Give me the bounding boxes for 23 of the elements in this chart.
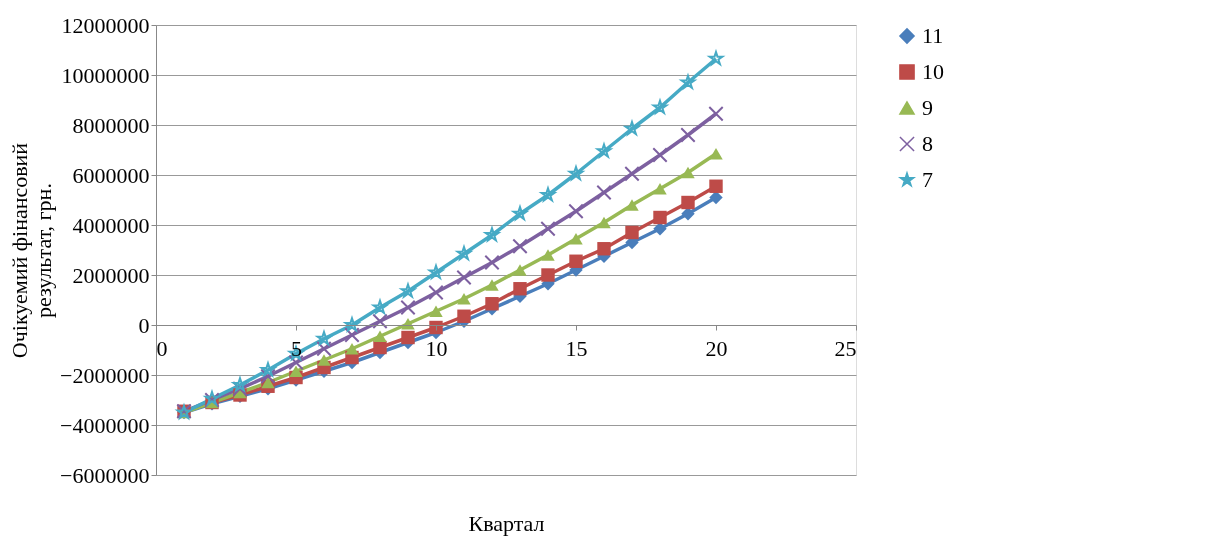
x-tick-label: 10 — [425, 335, 448, 361]
y-tick-label: 10000000 — [61, 62, 150, 88]
x-tick-label: 25 — [834, 335, 857, 361]
y-tick-label: 4000000 — [72, 212, 150, 238]
y-tick-label: 2000000 — [72, 262, 150, 288]
y-tick-label: −4000000 — [60, 412, 150, 438]
x-tick-label: 0 — [156, 335, 168, 361]
y-tick-label: −2000000 — [60, 362, 150, 388]
y-tick-label: −6000000 — [60, 462, 150, 488]
y-tick-label: 12000000 — [61, 12, 150, 38]
y-axis-title: Очікуемий фінансовий результат, грн. — [7, 142, 57, 359]
legend-label: 7 — [922, 167, 933, 192]
x-axis-title: Квартал — [468, 510, 545, 536]
legend-label: 8 — [922, 131, 933, 156]
x-tick-label: 20 — [705, 335, 728, 361]
legend-label: 11 — [922, 23, 944, 48]
legend-label: 10 — [922, 59, 944, 84]
y-tick-label: 0 — [138, 312, 150, 338]
x-tick-label: 15 — [565, 335, 588, 361]
y-tick-label: 8000000 — [72, 112, 150, 138]
y-tick-label: 6000000 — [72, 162, 150, 188]
legend-label: 9 — [922, 95, 933, 120]
x-tick-label: 5 — [291, 335, 302, 361]
